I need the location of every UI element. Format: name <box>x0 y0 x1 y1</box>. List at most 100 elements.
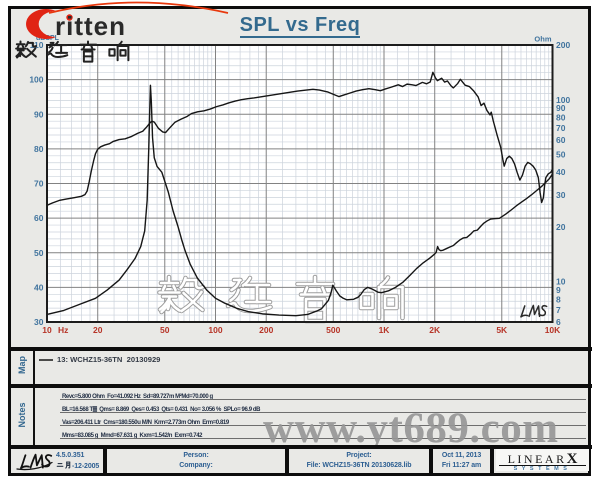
y-left-tick-label: 110 <box>30 40 44 50</box>
brand-cjk-char <box>78 40 98 63</box>
y-right-tick-label: 90 <box>556 103 566 113</box>
footer-version: 4.5.0.351 <box>56 452 85 459</box>
x-tick-label: 5K <box>496 325 508 335</box>
footer-date-cn: -12-2005 <box>56 461 116 470</box>
footer-cjk-date <box>56 461 71 469</box>
sidebar-divider <box>33 351 35 445</box>
lms-script-path <box>20 465 30 470</box>
linearx-logo-text: LINEARX <box>496 451 589 468</box>
y-right-tick-label: 7 <box>556 305 561 315</box>
y-left-tick-label: 90 <box>34 109 44 119</box>
footer-date-cjk <box>56 461 71 469</box>
footer-date: Oct 11, 2013 <box>441 452 482 459</box>
y-right-tick-label: 80 <box>556 112 566 122</box>
lms-script-underline <box>16 461 53 471</box>
notes-line-4: Mms=83.085 g Mmd=67.631 g Kxm=1.542/n Ex… <box>62 432 203 439</box>
legend-curve-13[interactable]: 13: WCHZ15-36TN 20130929 <box>57 355 161 364</box>
y-right-tick-label: 40 <box>556 167 566 177</box>
page-title-text: SPL vs Freq <box>239 14 361 38</box>
curve-impedance[interactable] <box>46 84 554 317</box>
x-tick-label: 1K <box>379 325 391 335</box>
legend-line-sample <box>39 359 53 361</box>
footer-divider-2 <box>285 445 289 476</box>
y-right-tick-label: 200 <box>556 40 570 50</box>
x-tick-label: 10K <box>545 325 561 335</box>
x-tick-label: 20 <box>93 325 103 335</box>
footer-cell-datetime: Oct 11, 2013 Fri 11:27 am <box>433 449 490 471</box>
logo-crescent <box>26 8 56 40</box>
watermark-url: www.yt689.com <box>263 405 559 452</box>
curve-spl[interactable] <box>46 71 554 207</box>
y-left-tick-label: 30 <box>34 317 44 327</box>
watermark-cjk-char <box>157 274 206 315</box>
x-tick-label: 200 <box>259 325 273 335</box>
y-right-tick-label: 30 <box>556 190 566 200</box>
y-right-tick-label: 100 <box>556 95 570 105</box>
linearx-logo-rule <box>499 465 586 466</box>
plot-frame <box>46 44 554 323</box>
brand-word: ritten <box>55 11 126 41</box>
linearx-word: LINEAR <box>507 452 567 466</box>
notes-line-2: BL=16.568 T▓ Qms= 8.869 Qes= 0.453 Qts= … <box>62 406 261 413</box>
footer-divider-3 <box>429 445 433 476</box>
y-right-tick-label: 10 <box>556 277 566 287</box>
footer-date-cjk-char <box>56 462 64 467</box>
footer-divider-1 <box>103 445 107 476</box>
x-tick-label: 2K <box>429 325 441 335</box>
brand-cjk-char <box>46 40 69 59</box>
lms-script-logo <box>16 453 53 471</box>
y-right-tick-label: 9 <box>556 285 561 295</box>
brand-cjk-char <box>15 40 38 59</box>
lms-script-path <box>528 304 541 318</box>
axis-labels: 11010090807060504030dBSPL200100908070605… <box>29 35 570 336</box>
y-right-tick-label: 50 <box>556 150 566 160</box>
x-tick-label: 100 <box>208 325 222 335</box>
y-right-tick-label: 20 <box>556 222 566 232</box>
footer-divider-4 <box>490 445 494 476</box>
y-left-tick-label: 40 <box>34 282 44 292</box>
y-right-tick-label: 6 <box>556 317 561 327</box>
page-title: SPL vs Freq <box>0 14 600 38</box>
notes-line-1: Revc=5.800 Ohm Fo=41.092 Hz Sd=89.727m M… <box>62 393 213 400</box>
y-right-tick-label: 70 <box>556 123 566 133</box>
logo-swoosh-arc <box>48 1 229 14</box>
linearx-systems-text: SYSTEMS <box>513 466 572 472</box>
notes-line-3: Vas=206.411 Ltr Cms=180.550u M/N Krm=2.7… <box>62 419 229 426</box>
footer-cell-lms: 4.5.0.351 -12-2005 <box>12 449 103 471</box>
y-left-tick-label: 50 <box>34 248 44 258</box>
notes-ruled-lines <box>60 399 586 439</box>
y-right-tick-label: 60 <box>556 135 566 145</box>
footer-time: Fri 11:27 am <box>441 461 482 469</box>
chart-lms-watermark <box>520 304 548 318</box>
footer-cell-project: Project: File: WCHZ15-36TN 20130628.lib <box>289 449 429 471</box>
footer-company-label[interactable]: Company: <box>179 461 213 469</box>
brand-cjk <box>15 40 130 63</box>
y-left-tick-label: 100 <box>29 75 43 85</box>
footer-cell-linearx-logo: LINEARX SYSTEMS <box>496 449 589 472</box>
lms-script-path <box>520 314 529 318</box>
x-axis-unit: Hz <box>58 325 68 335</box>
y-left-tick-label: 70 <box>34 179 44 189</box>
lms-script-path <box>29 453 44 469</box>
x-tick-label: 50 <box>160 325 170 335</box>
y-left-tick-label: 60 <box>34 213 44 223</box>
watermark-cjk-char <box>225 275 273 314</box>
map-section-label: Map <box>17 356 27 374</box>
divider-above-footer <box>8 445 592 449</box>
divider-above-map <box>8 347 592 351</box>
y-left-tick-label: 80 <box>34 144 44 154</box>
footer-date-rest: -12-2005 <box>72 463 100 470</box>
footer-file-label[interactable]: File: WCHZ15-36TN 20130628.lib <box>306 461 412 469</box>
linearx-x: X <box>566 451 578 467</box>
footer-cell-person: Person: Company: <box>107 449 285 471</box>
watermark-cjk-char <box>358 275 405 321</box>
brand-cjk-char <box>108 40 130 62</box>
y-right-axis-title: Ohm <box>534 35 551 44</box>
logo-i-dot <box>66 14 73 21</box>
footer-person-label[interactable]: Person: <box>183 452 209 459</box>
footer-project-label[interactable]: Project: <box>346 452 372 459</box>
y-right-tick-label: 8 <box>556 294 561 304</box>
